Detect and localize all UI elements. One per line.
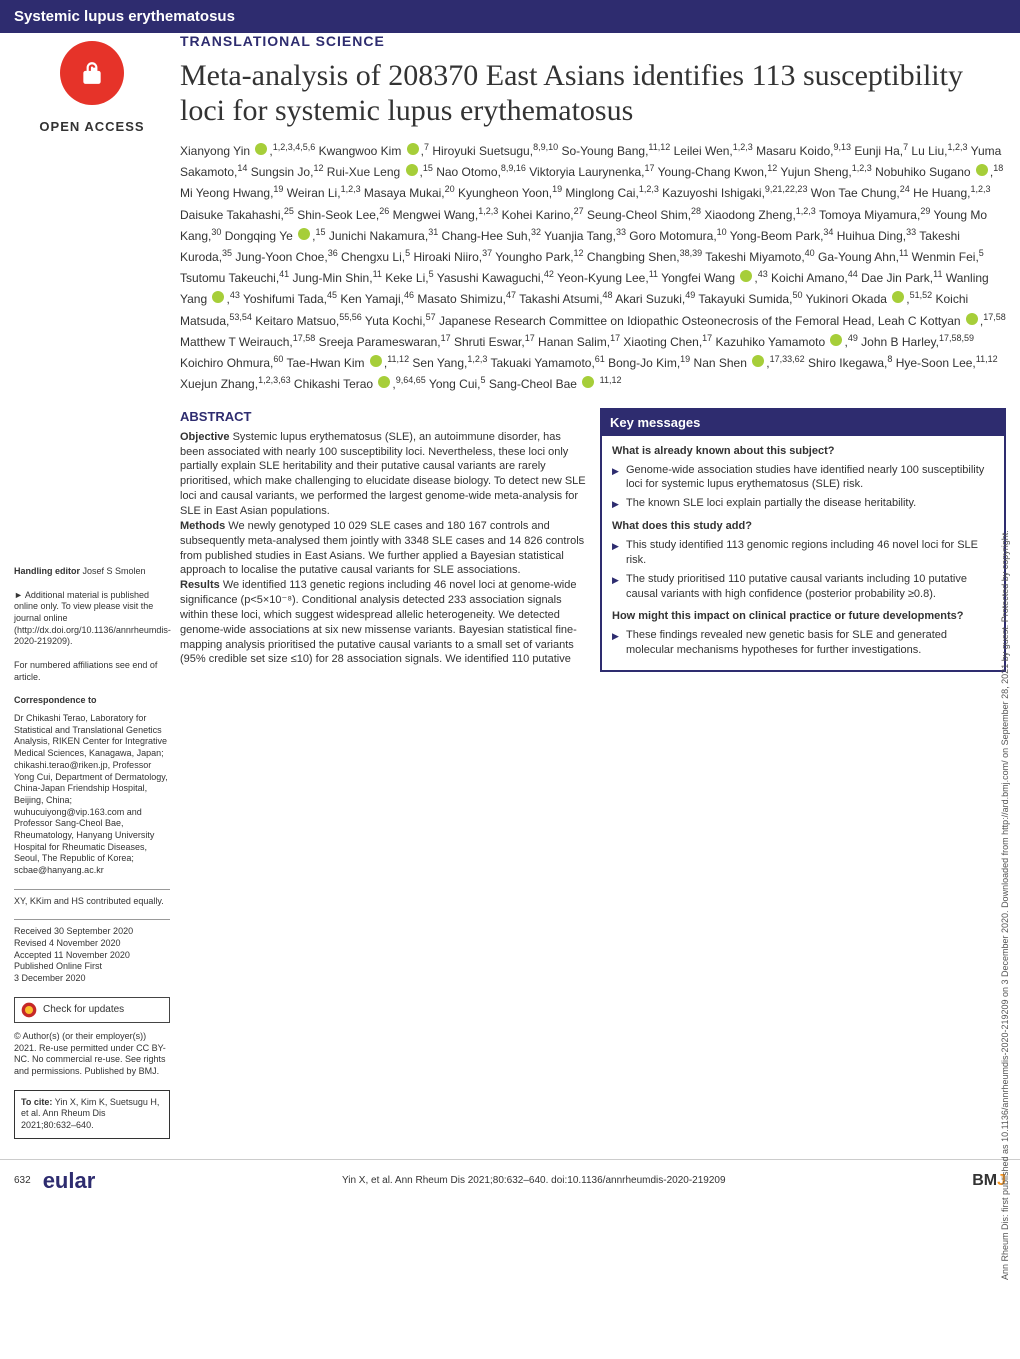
- key-item: Genome-wide association studies have ide…: [612, 463, 994, 493]
- correspondence-text: Dr Chikashi Terao, Laboratory for Statis…: [14, 713, 170, 877]
- article-dates: Received 30 September 2020 Revised 4 Nov…: [14, 926, 170, 984]
- abstract: ABSTRACT Objective Systemic lupus erythe…: [180, 408, 586, 667]
- side-copyright-text: Ann Rheum Dis: first published as 10.113…: [1000, 80, 1016, 1280]
- key-messages-box: Key messages What is already known about…: [600, 408, 1006, 672]
- results-text: We identified 113 genetic regions includ…: [180, 579, 577, 665]
- footer-citation: Yin X, et al. Ann Rheum Dis 2021;80:632–…: [342, 1175, 726, 1186]
- key-q1: What is already known about this subject…: [612, 444, 994, 459]
- key-item: These findings revealed new genetic basi…: [612, 628, 994, 658]
- affiliations-note: For numbered affiliations see end of art…: [14, 660, 170, 683]
- divider: [14, 919, 170, 920]
- objective-label: Objective: [180, 431, 230, 443]
- handling-editor-name: Josef S Smolen: [83, 566, 146, 576]
- key-q2-list: This study identified 113 genomic region…: [612, 538, 994, 601]
- key-q3: How might this impact on clinical practi…: [612, 609, 994, 624]
- check-updates-button[interactable]: Check for updates: [14, 997, 170, 1023]
- cite-label: To cite:: [21, 1097, 52, 1107]
- page-footer: 632 eular Yin X, et al. Ann Rheum Dis 20…: [0, 1159, 1020, 1202]
- divider: [14, 889, 170, 890]
- methods-text: We newly genotyped 10 029 SLE cases and …: [180, 520, 584, 577]
- crossmark-icon: [21, 1002, 37, 1018]
- citation-box: To cite: Yin X, Kim K, Suetsugu H, et al…: [14, 1090, 170, 1139]
- eular-logo: eular: [43, 1168, 96, 1194]
- journal-section-header: Systemic lupus erythematosus: [0, 0, 1020, 33]
- key-item: The study prioritised 110 putative causa…: [612, 572, 994, 602]
- handling-editor-label: Handling editor: [14, 566, 80, 576]
- open-access-label: OPEN ACCESS: [39, 119, 144, 136]
- authors-list: Xianyong Yin ,1,2,3,4,5,6 Kwangwoo Kim ,…: [180, 140, 1006, 394]
- key-item: This study identified 113 genomic region…: [612, 538, 994, 568]
- key-item: The known SLE loci explain partially the…: [612, 496, 994, 511]
- equal-contribution: XY, KKim and HS contributed equally.: [14, 896, 170, 908]
- check-updates-label: Check for updates: [43, 1003, 124, 1016]
- article-title: Meta-analysis of 208370 East Asians iden…: [180, 59, 1006, 128]
- key-q3-list: These findings revealed new genetic basi…: [612, 628, 994, 658]
- article-type-label: TRANSLATIONAL SCIENCE: [180, 33, 1006, 49]
- license-text: © Author(s) (or their employer(s)) 2021.…: [14, 1031, 170, 1078]
- key-messages-title: Key messages: [602, 410, 1004, 436]
- correspondence-label: Correspondence to: [14, 695, 170, 707]
- methods-label: Methods: [180, 520, 225, 532]
- supplementary-note: ► Additional material is published onlin…: [14, 590, 170, 648]
- abstract-heading: ABSTRACT: [180, 408, 586, 426]
- open-access-icon: [60, 41, 124, 105]
- results-label: Results: [180, 579, 220, 591]
- key-q2: What does this study add?: [612, 519, 994, 534]
- page-number: 632: [14, 1175, 31, 1186]
- key-q1-list: Genome-wide association studies have ide…: [612, 463, 994, 512]
- objective-text: Systemic lupus erythematosus (SLE), an a…: [180, 431, 586, 517]
